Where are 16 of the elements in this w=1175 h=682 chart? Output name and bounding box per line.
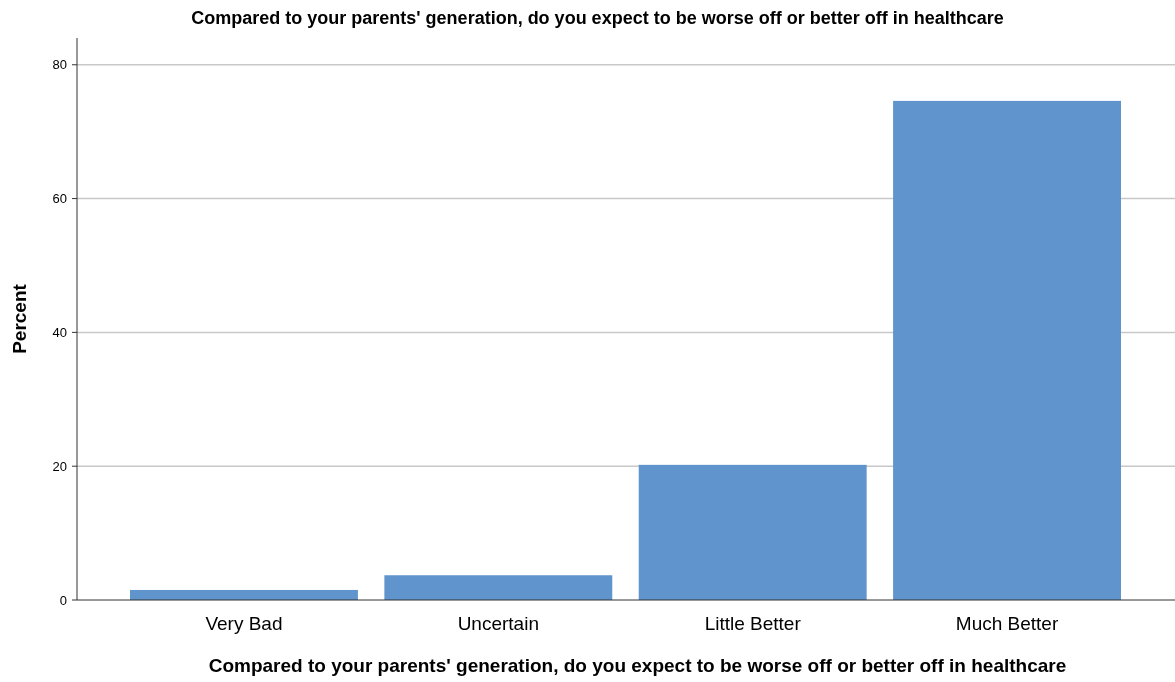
x-tick-label: Much Better: [955, 613, 1059, 634]
x-tick-label: Uncertain: [457, 613, 539, 634]
y-tick-label: 20: [52, 458, 67, 474]
y-tick-label: 0: [59, 592, 67, 608]
y-tick-label: 40: [52, 324, 67, 340]
x-tick-label: Very Bad: [205, 613, 283, 634]
x-tick-label: Little Better: [704, 613, 802, 634]
y-tick-label: 80: [52, 57, 67, 73]
chart-title: Compared to your parents' generation, do you expect to be worse off or better off in healthcare: [191, 8, 1004, 28]
bar: [384, 575, 613, 600]
bar: [893, 100, 1121, 600]
bar: [130, 589, 358, 600]
y-tick-label: 60: [52, 191, 67, 207]
y-axis-title: Percent: [9, 283, 30, 354]
bar: [638, 464, 867, 600]
x-axis-title: Compared to your parents' generation, do you expect to be worse off or better off in healthcare: [208, 655, 1067, 676]
